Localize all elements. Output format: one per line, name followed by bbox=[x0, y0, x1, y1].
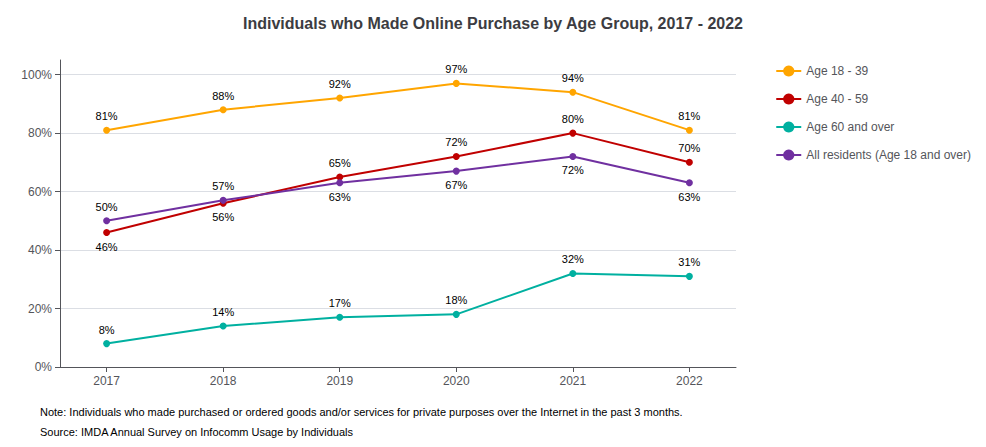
svg-text:32%: 32% bbox=[562, 253, 584, 265]
svg-text:17%: 17% bbox=[329, 297, 351, 309]
svg-text:14%: 14% bbox=[212, 306, 234, 318]
svg-text:81%: 81% bbox=[96, 110, 118, 122]
svg-text:56%: 56% bbox=[212, 211, 234, 223]
svg-text:46%: 46% bbox=[96, 241, 118, 253]
svg-text:92%: 92% bbox=[329, 78, 351, 90]
svg-text:0%: 0% bbox=[35, 360, 53, 374]
svg-text:Individuals who Made Online Pu: Individuals who Made Online Purchase by … bbox=[243, 15, 743, 32]
svg-text:2021: 2021 bbox=[559, 374, 586, 388]
svg-text:57%: 57% bbox=[212, 180, 234, 192]
svg-text:2019: 2019 bbox=[326, 374, 353, 388]
svg-text:67%: 67% bbox=[445, 179, 467, 191]
svg-text:70%: 70% bbox=[678, 142, 700, 154]
svg-text:Source: IMDA Annual Survey on: Source: IMDA Annual Survey on Infocomm U… bbox=[40, 426, 354, 438]
svg-text:Age 18 - 39: Age 18 - 39 bbox=[806, 64, 868, 78]
svg-text:All residents (Age 18 and over: All residents (Age 18 and over) bbox=[806, 148, 971, 162]
svg-text:Note: Individuals who made pur: Note: Individuals who made purchased or … bbox=[40, 406, 683, 418]
svg-text:20%: 20% bbox=[28, 302, 52, 316]
svg-text:Age 40 - 59: Age 40 - 59 bbox=[806, 92, 868, 106]
svg-text:Age 60 and over: Age 60 and over bbox=[806, 120, 894, 134]
svg-text:31%: 31% bbox=[678, 256, 700, 268]
svg-text:80%: 80% bbox=[562, 113, 584, 125]
svg-text:60%: 60% bbox=[28, 185, 52, 199]
svg-text:2017: 2017 bbox=[93, 374, 120, 388]
svg-text:63%: 63% bbox=[329, 191, 351, 203]
svg-text:80%: 80% bbox=[28, 126, 52, 140]
svg-text:65%: 65% bbox=[329, 157, 351, 169]
svg-text:2022: 2022 bbox=[676, 374, 703, 388]
svg-text:100%: 100% bbox=[21, 68, 52, 82]
svg-text:2020: 2020 bbox=[443, 374, 470, 388]
svg-text:81%: 81% bbox=[678, 110, 700, 122]
svg-text:72%: 72% bbox=[445, 136, 467, 148]
svg-text:94%: 94% bbox=[562, 72, 584, 84]
svg-text:18%: 18% bbox=[445, 294, 467, 306]
svg-text:40%: 40% bbox=[28, 243, 52, 257]
svg-text:97%: 97% bbox=[445, 63, 467, 75]
svg-text:2018: 2018 bbox=[210, 374, 237, 388]
svg-text:8%: 8% bbox=[99, 324, 115, 336]
svg-text:50%: 50% bbox=[96, 201, 118, 213]
svg-text:63%: 63% bbox=[678, 191, 700, 203]
svg-text:72%: 72% bbox=[562, 164, 584, 176]
svg-text:88%: 88% bbox=[212, 90, 234, 102]
